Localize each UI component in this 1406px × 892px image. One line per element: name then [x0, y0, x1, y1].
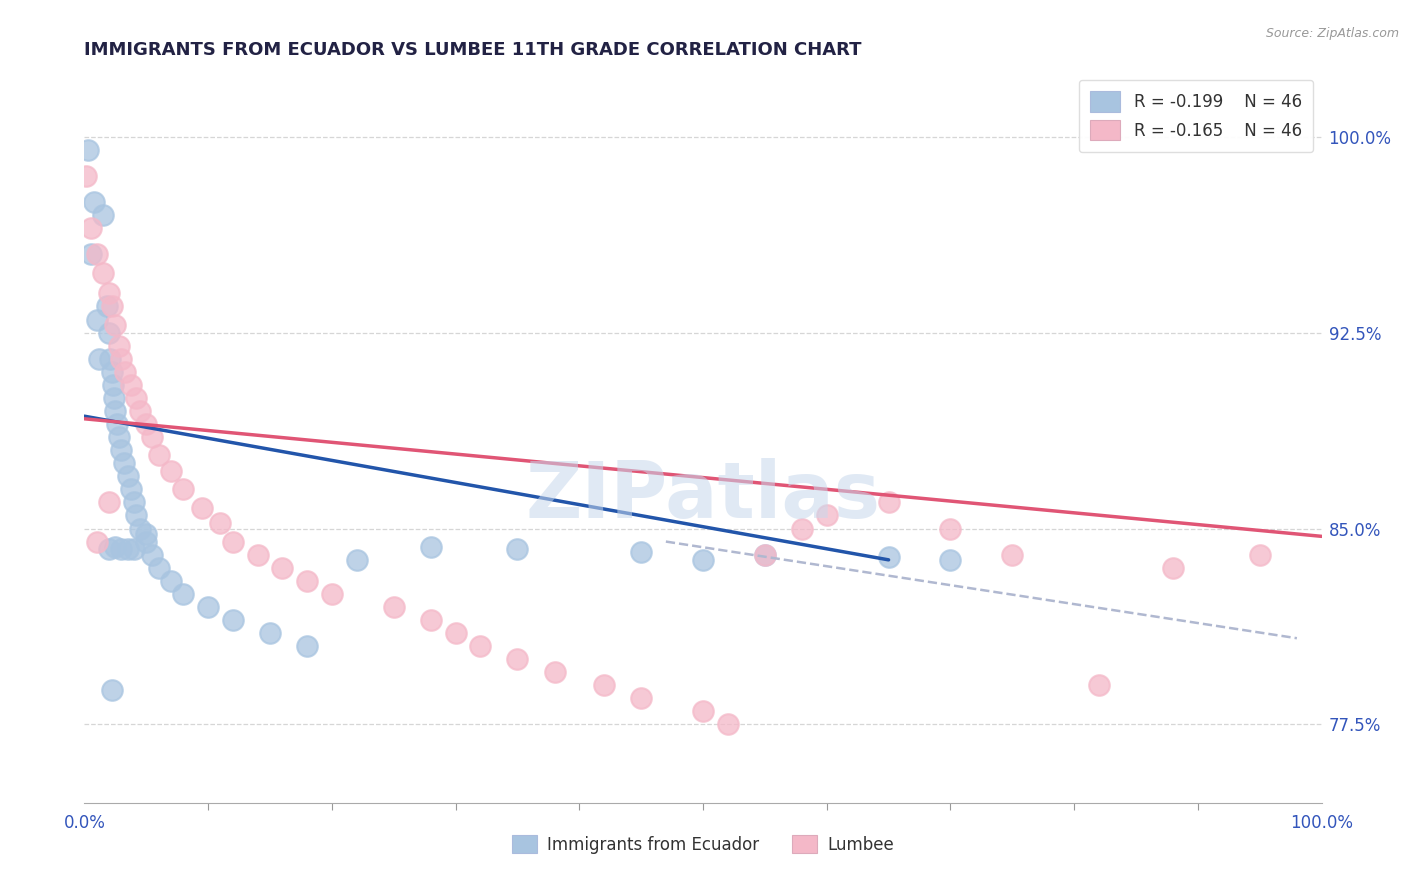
- Point: [135, 526, 157, 541]
- Point: [754, 548, 776, 562]
- Point: [692, 704, 714, 718]
- Point: [717, 717, 740, 731]
- Point: [103, 391, 125, 405]
- Point: [1161, 560, 1184, 574]
- Point: [91, 266, 114, 280]
- Point: [593, 678, 616, 692]
- Point: [172, 587, 194, 601]
- Text: Source: ZipAtlas.com: Source: ZipAtlas.com: [1265, 27, 1399, 40]
- Point: [104, 540, 127, 554]
- Point: [444, 626, 467, 640]
- Point: [470, 639, 492, 653]
- Point: [96, 300, 118, 314]
- Text: IMMIGRANTS FROM ECUADOR VS LUMBEE 11TH GRADE CORRELATION CHART: IMMIGRANTS FROM ECUADOR VS LUMBEE 11TH G…: [84, 41, 862, 59]
- Point: [259, 626, 281, 640]
- Point: [135, 534, 157, 549]
- Point: [295, 639, 318, 653]
- Point: [122, 542, 145, 557]
- Point: [100, 300, 122, 314]
- Point: [815, 508, 838, 523]
- Point: [91, 208, 114, 222]
- Point: [110, 443, 132, 458]
- Point: [419, 540, 441, 554]
- Point: [83, 194, 105, 209]
- Point: [172, 483, 194, 497]
- Point: [86, 534, 108, 549]
- Point: [346, 553, 368, 567]
- Point: [100, 365, 122, 379]
- Point: [692, 553, 714, 567]
- Point: [101, 377, 124, 392]
- Point: [754, 548, 776, 562]
- Point: [98, 286, 121, 301]
- Point: [120, 483, 142, 497]
- Point: [191, 500, 214, 515]
- Point: [98, 542, 121, 557]
- Point: [160, 464, 183, 478]
- Point: [75, 169, 97, 183]
- Point: [295, 574, 318, 588]
- Point: [271, 560, 294, 574]
- Point: [108, 430, 131, 444]
- Point: [141, 548, 163, 562]
- Point: [630, 545, 652, 559]
- Point: [1001, 548, 1024, 562]
- Point: [506, 652, 529, 666]
- Point: [110, 351, 132, 366]
- Point: [112, 456, 135, 470]
- Point: [148, 560, 170, 574]
- Point: [120, 377, 142, 392]
- Point: [939, 553, 962, 567]
- Point: [141, 430, 163, 444]
- Point: [543, 665, 565, 680]
- Point: [630, 691, 652, 706]
- Point: [419, 613, 441, 627]
- Point: [125, 508, 148, 523]
- Point: [1249, 548, 1271, 562]
- Point: [148, 449, 170, 463]
- Point: [877, 550, 900, 565]
- Point: [117, 542, 139, 557]
- Point: [222, 613, 245, 627]
- Point: [209, 516, 232, 531]
- Point: [939, 521, 962, 535]
- Point: [125, 391, 148, 405]
- Point: [79, 247, 101, 261]
- Point: [105, 417, 128, 431]
- Point: [129, 404, 152, 418]
- Point: [122, 495, 145, 509]
- Point: [98, 495, 121, 509]
- Point: [222, 534, 245, 549]
- Point: [160, 574, 183, 588]
- Point: [79, 221, 101, 235]
- Point: [98, 326, 121, 340]
- Point: [86, 247, 108, 261]
- Point: [129, 521, 152, 535]
- Text: ZIPatlas: ZIPatlas: [526, 458, 880, 533]
- Point: [108, 338, 131, 352]
- Point: [135, 417, 157, 431]
- Point: [98, 351, 121, 366]
- Point: [104, 404, 127, 418]
- Point: [100, 683, 122, 698]
- Point: [321, 587, 343, 601]
- Point: [246, 548, 269, 562]
- Point: [117, 469, 139, 483]
- Point: [114, 365, 136, 379]
- Point: [506, 542, 529, 557]
- Point: [1088, 678, 1111, 692]
- Point: [77, 143, 100, 157]
- Point: [790, 521, 813, 535]
- Point: [877, 495, 900, 509]
- Point: [89, 351, 111, 366]
- Point: [382, 599, 405, 614]
- Point: [110, 542, 132, 557]
- Point: [104, 318, 127, 332]
- Point: [197, 599, 219, 614]
- Point: [86, 312, 108, 326]
- Legend: Immigrants from Ecuador, Lumbee: Immigrants from Ecuador, Lumbee: [505, 829, 901, 860]
